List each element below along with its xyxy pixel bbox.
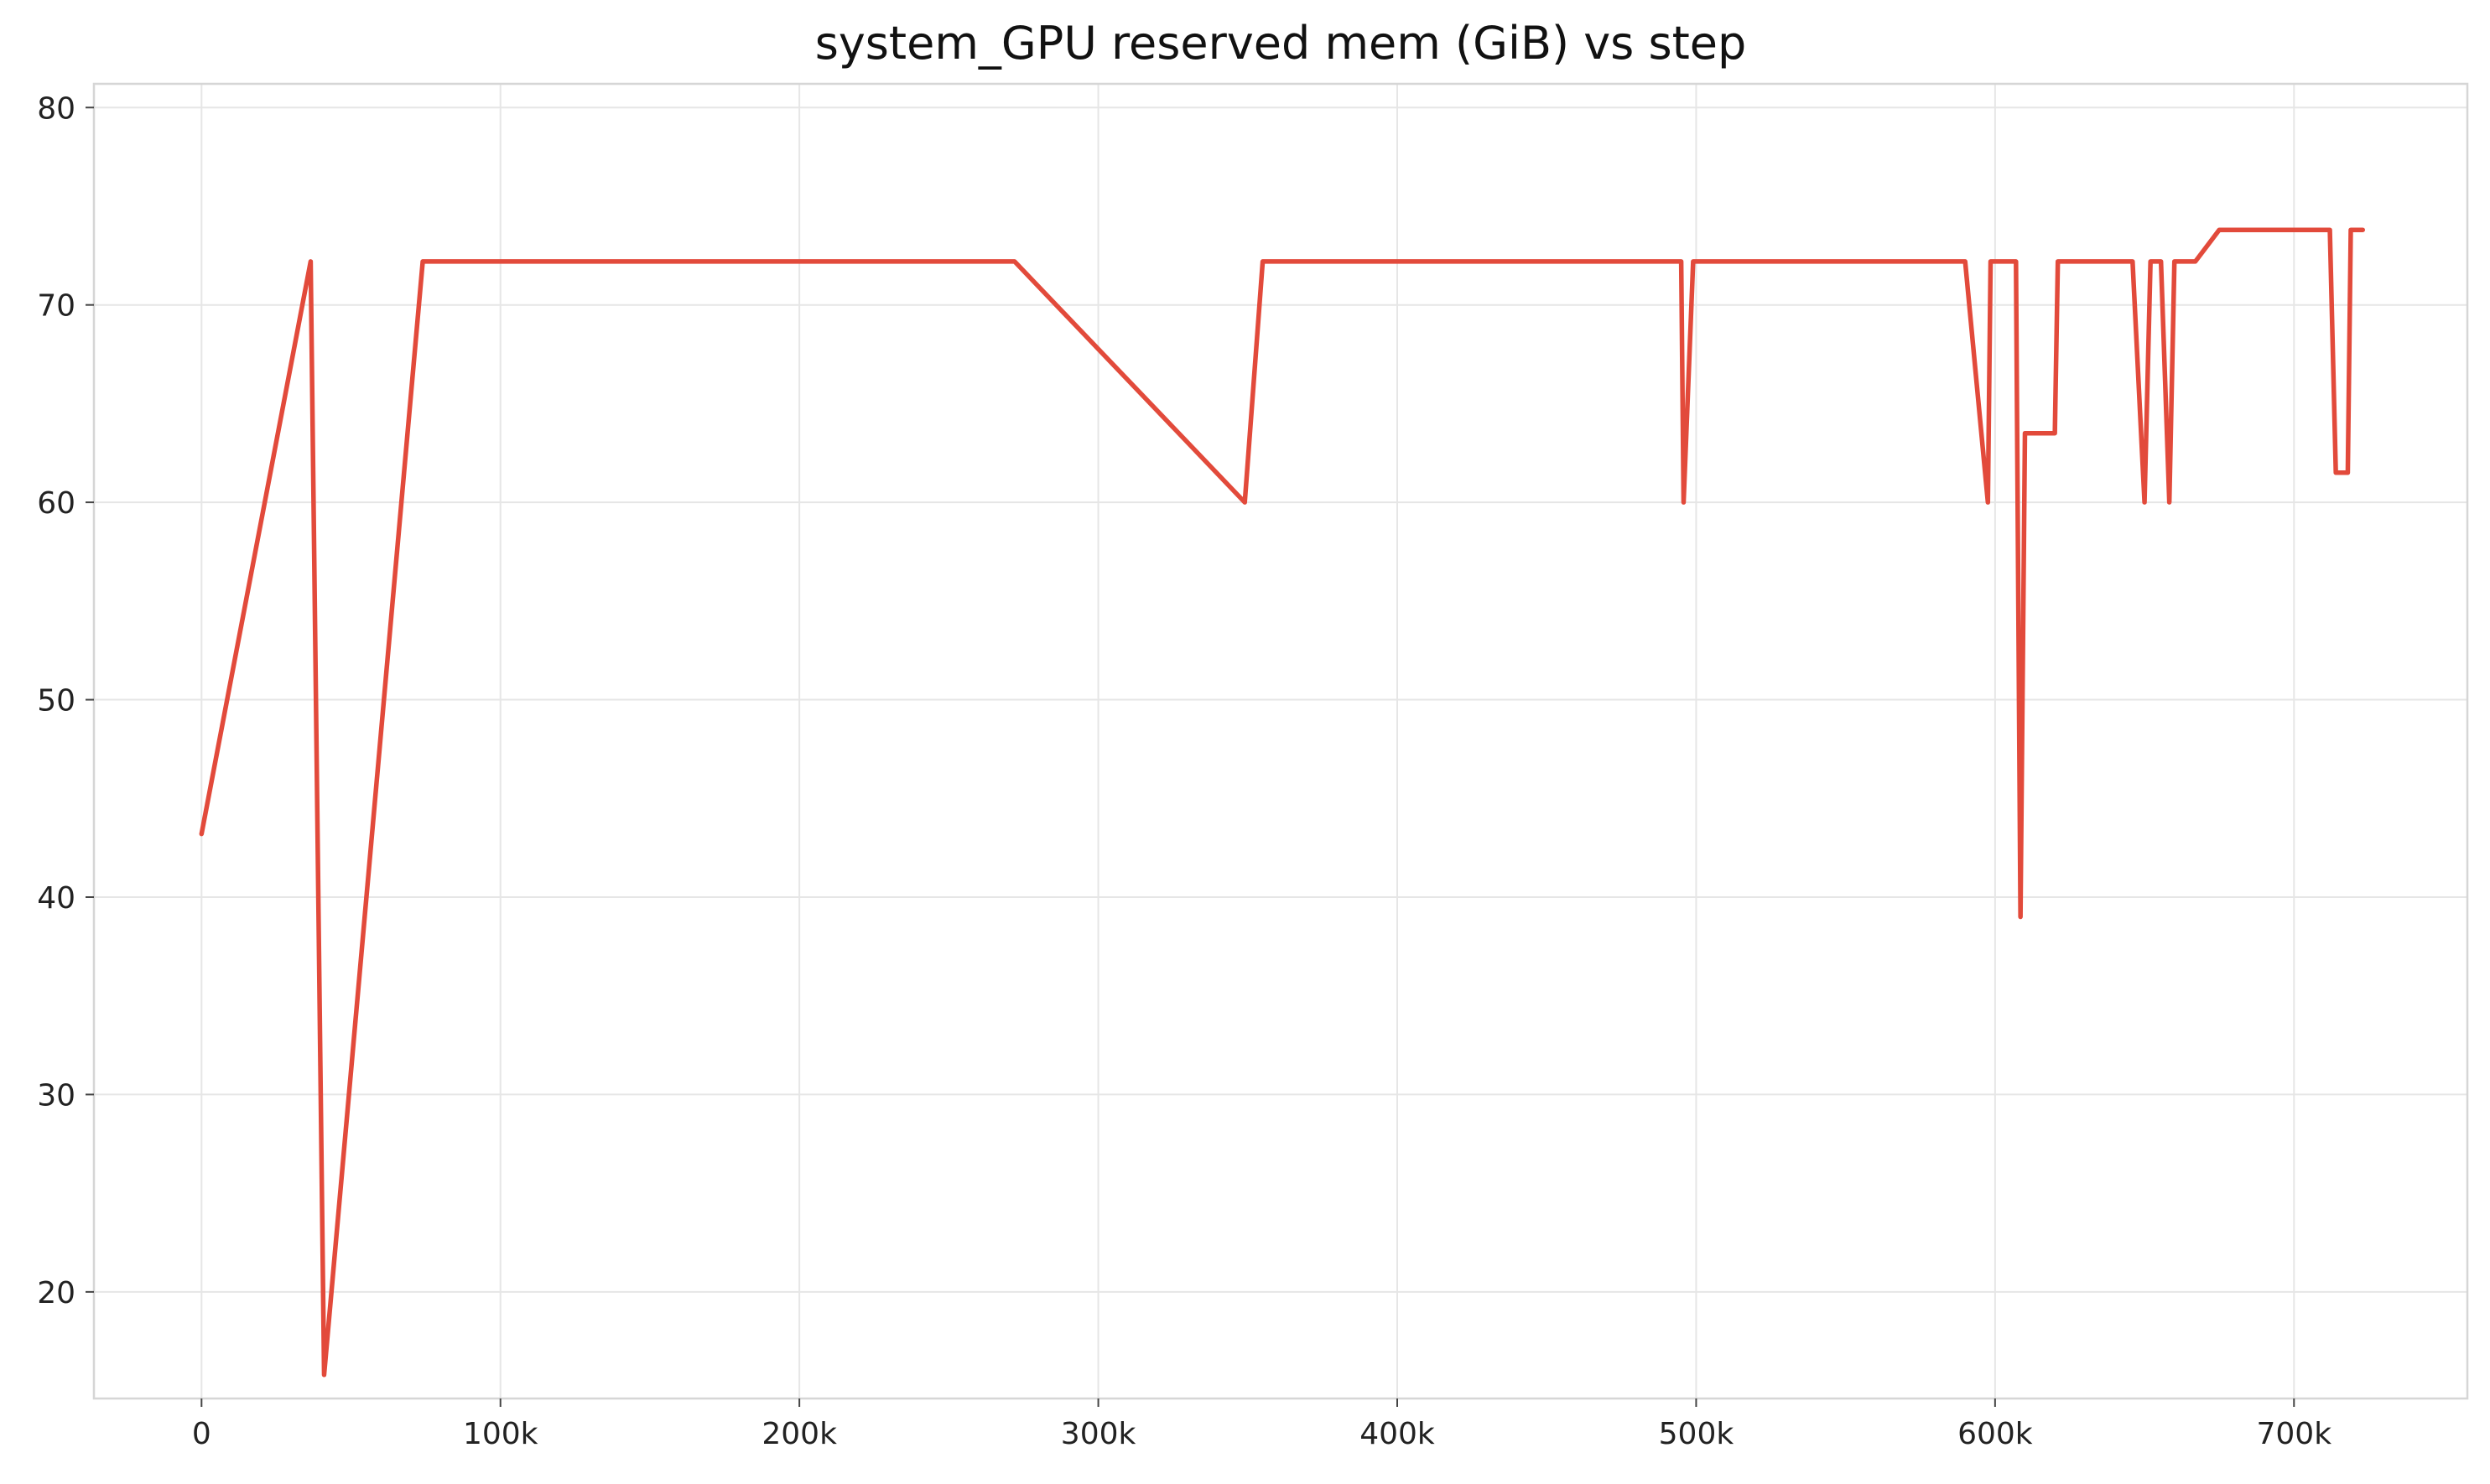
y-tick-label: 30 <box>37 1078 75 1113</box>
x-tick-label: 400k <box>1359 1417 1435 1451</box>
chart-title: system_GPU reserved mem (GiB) vs step <box>815 17 1747 70</box>
y-axis-ticks: 20 30 40 50 60 70 80 <box>37 91 94 1310</box>
x-tick-label: 100k <box>463 1417 538 1451</box>
y-tick-label: 50 <box>37 684 75 719</box>
series-layer <box>199 227 2365 1378</box>
x-tick-label: 500k <box>1659 1417 1734 1451</box>
x-tick-label: 200k <box>762 1417 837 1451</box>
x-gridlines <box>200 84 2295 1398</box>
series-line-0 <box>199 227 2365 1378</box>
x-tick-label: 0 <box>192 1417 211 1451</box>
x-tick-label: 600k <box>1957 1417 2033 1451</box>
x-tick-label: 700k <box>2256 1417 2331 1451</box>
y-gridlines <box>94 106 2467 1293</box>
y-tick-label: 70 <box>37 289 75 324</box>
y-tick-label: 80 <box>37 91 75 126</box>
x-tick-label: 300k <box>1061 1417 1136 1451</box>
y-tick-label: 60 <box>37 486 75 521</box>
x-axis-ticks: 0 100k 200k 300k 400k 500k 600k 700k <box>192 1398 2331 1451</box>
plot-area-frame <box>92 82 2469 1400</box>
y-tick-label: 40 <box>37 881 75 916</box>
y-tick-label: 20 <box>37 1276 75 1310</box>
